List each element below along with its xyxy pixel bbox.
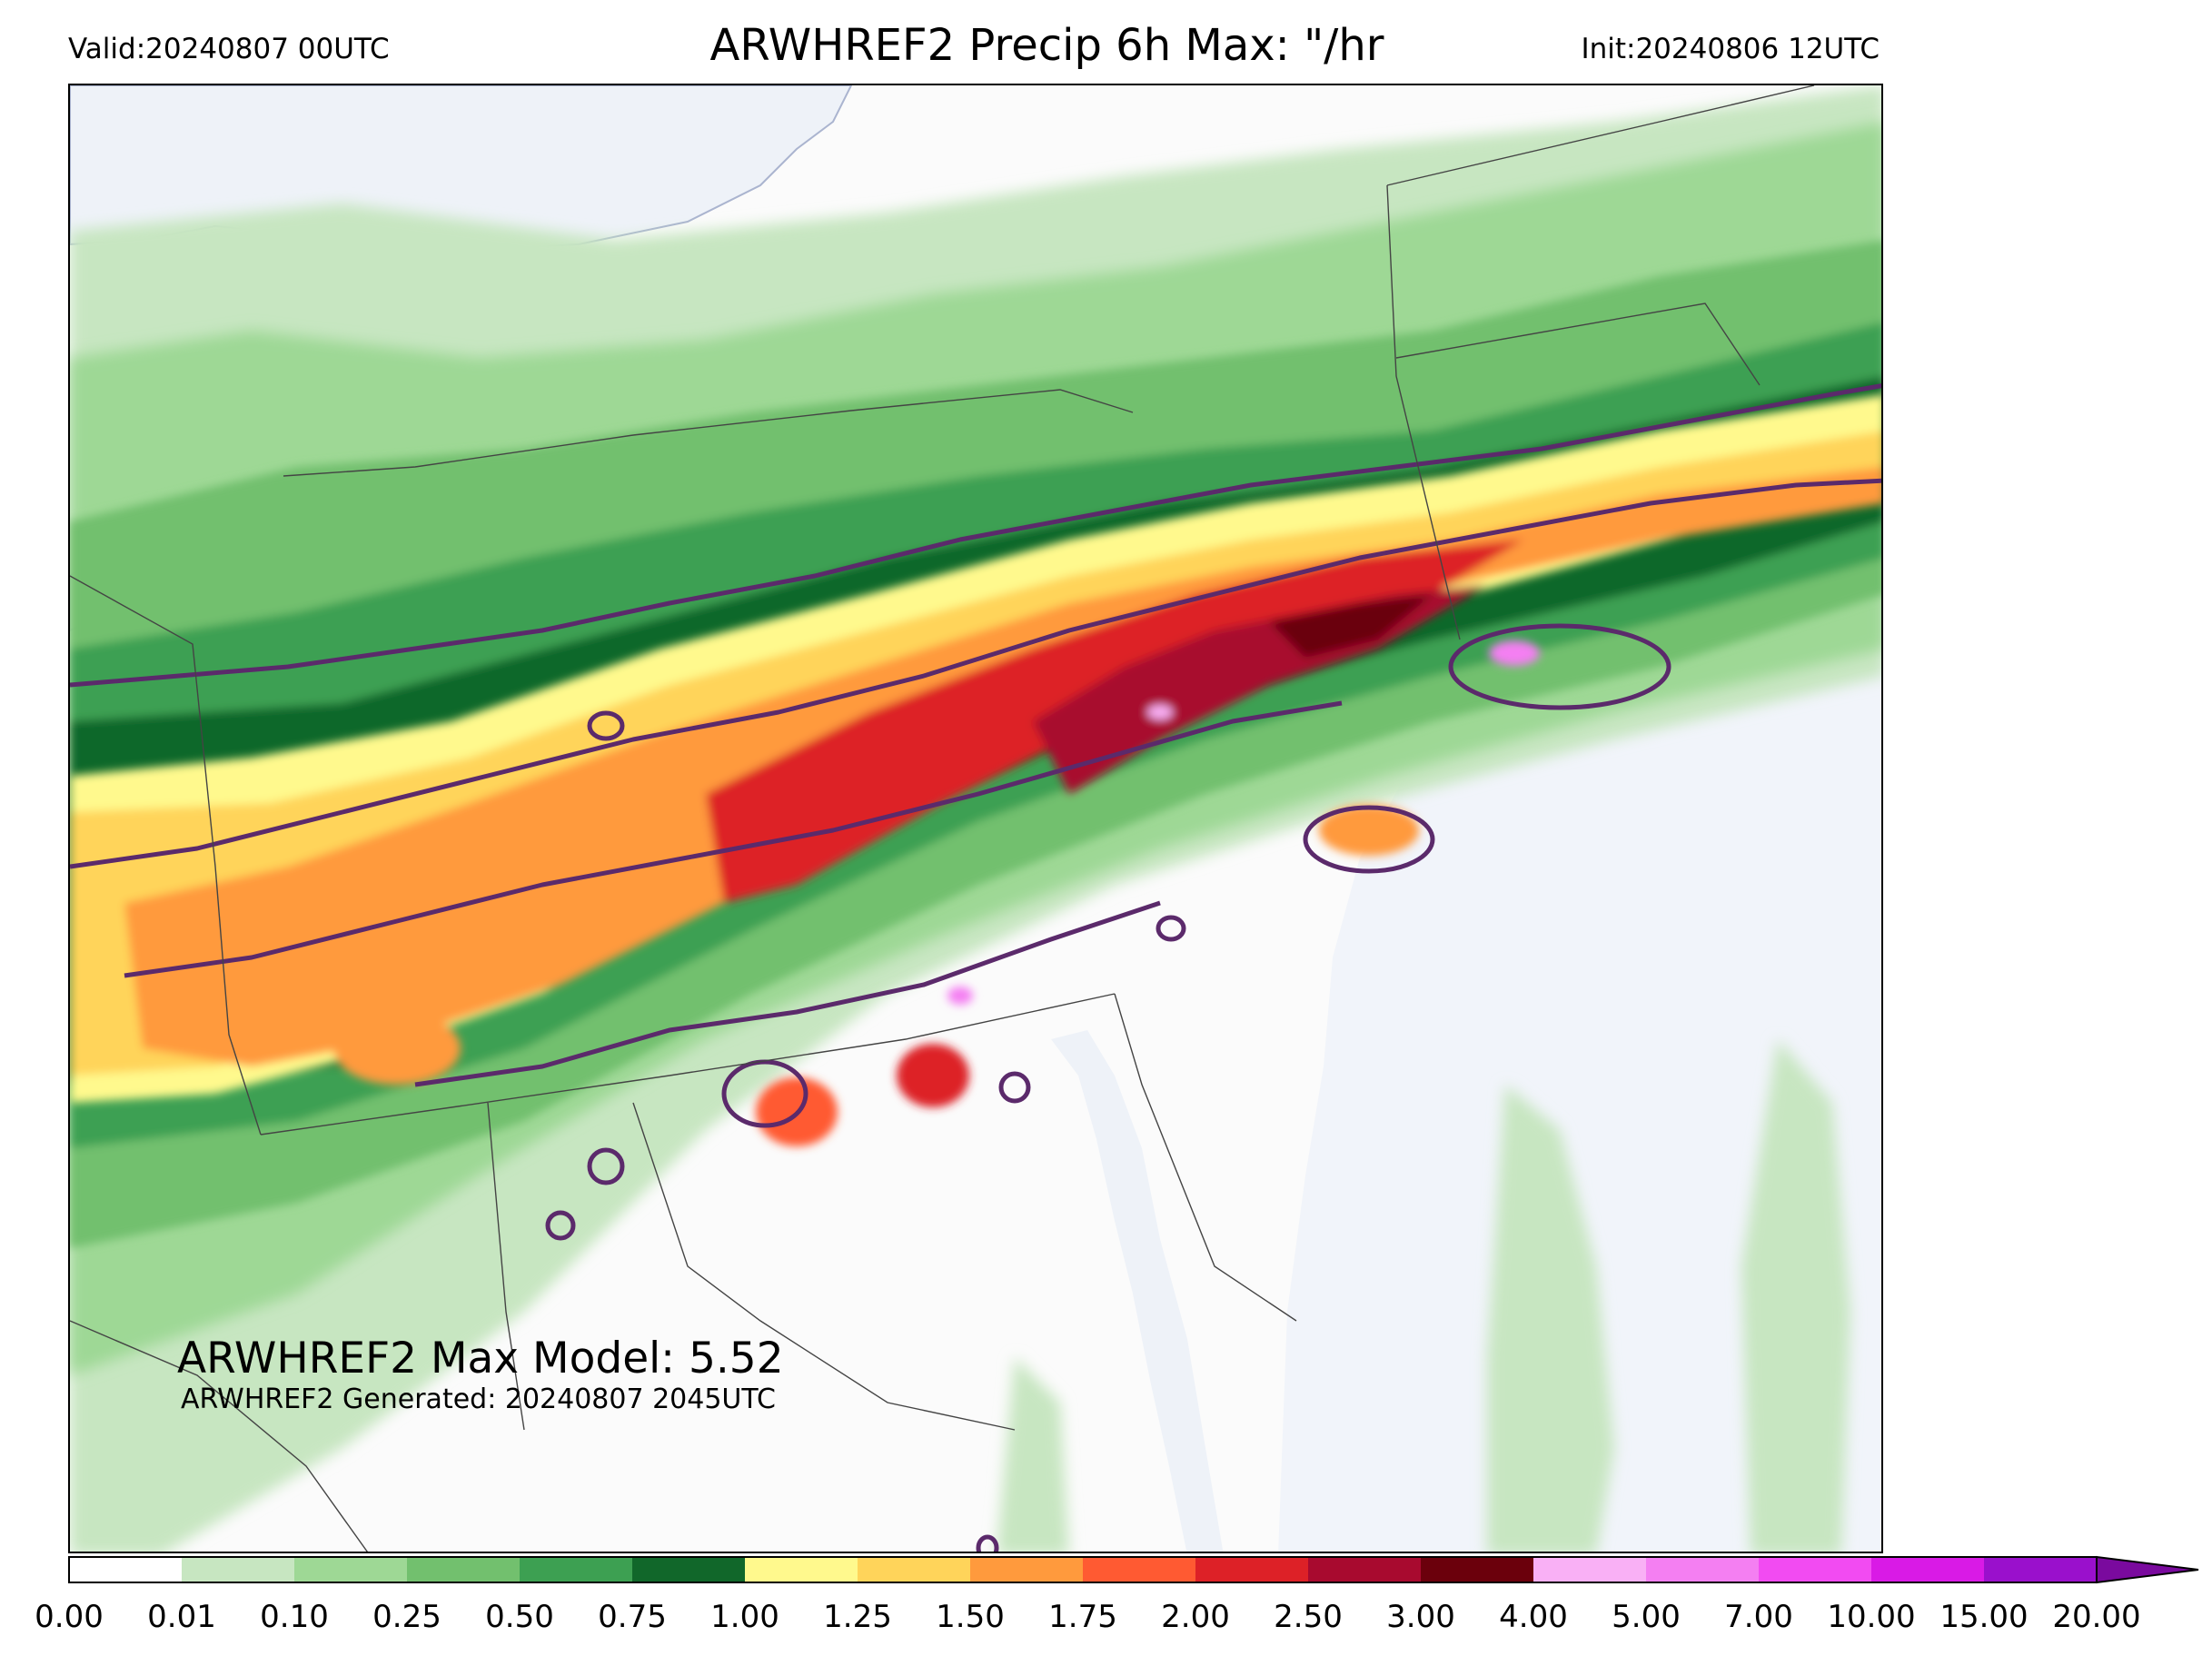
colorbar-segment — [182, 1557, 294, 1582]
colorbar-extend-arrow — [2096, 1555, 2199, 1584]
colorbar-segment — [1083, 1557, 1195, 1582]
colorbar-segment — [407, 1557, 520, 1582]
colorbar-tick-label: 0.75 — [598, 1599, 667, 1635]
colorbar-tick-label: 3.00 — [1386, 1599, 1455, 1635]
colorbar-tick-label: 10.00 — [1827, 1599, 1916, 1635]
colorbar-tick-label: 1.50 — [936, 1599, 1005, 1635]
state-boundaries — [70, 85, 1815, 1552]
chart-title: ARWHREF2 Precip 6h Max: "/hr — [0, 20, 2212, 71]
colorbar-tick-label: 2.00 — [1161, 1599, 1230, 1635]
colorbar-segment — [1421, 1557, 1533, 1582]
precip-shading — [70, 85, 1881, 1552]
colorbar-tick-label: 5.00 — [1612, 1599, 1681, 1635]
map-canvas — [70, 85, 1881, 1552]
colorbar-segment — [632, 1557, 745, 1582]
colorbar-segment — [1646, 1557, 1759, 1582]
colorbar — [68, 1555, 2199, 1584]
colorbar-tick-label: 1.00 — [710, 1599, 779, 1635]
colorbar-segment — [294, 1557, 407, 1582]
colorbar-tick-label: 0.01 — [147, 1599, 216, 1635]
colorbar-tick-label: 2.50 — [1274, 1599, 1343, 1635]
contours — [70, 383, 1881, 1552]
colorbar-tick-label: 7.00 — [1724, 1599, 1793, 1635]
colorbar-tick-label: 0.10 — [260, 1599, 329, 1635]
colorbar-outline — [68, 1556, 2098, 1583]
colorbar-tick-label: 20.00 — [2052, 1599, 2141, 1635]
colorbar-segment — [1759, 1557, 1871, 1582]
colorbar-segment — [1308, 1557, 1421, 1582]
colorbar-tick-label: 15.00 — [1939, 1599, 2028, 1635]
colorbar-segment — [858, 1557, 970, 1582]
colorbar-segment — [1984, 1557, 2097, 1582]
generated-annotation: ARWHREF2 Generated: 20240807 2045UTC — [181, 1383, 776, 1415]
chart-title-text: ARWHREF2 Precip 6h Max: "/hr — [709, 20, 1384, 71]
colorbar-tick-label: 1.25 — [823, 1599, 892, 1635]
colorbar-tick-label: 0.00 — [35, 1599, 104, 1635]
colorbar-segment — [745, 1557, 858, 1582]
valid-time-label: Valid:20240807 00UTC — [68, 33, 390, 65]
precip-map — [68, 84, 1883, 1553]
colorbar-segment — [520, 1557, 632, 1582]
colorbar-tick-label: 4.00 — [1499, 1599, 1568, 1635]
colorbar-segment — [1533, 1557, 1646, 1582]
colorbar-tick-label: 0.50 — [485, 1599, 554, 1635]
colorbar-segment — [970, 1557, 1083, 1582]
colorbar-tick-label: 1.75 — [1048, 1599, 1117, 1635]
colorbar-labels: 0.00 0.01 0.10 0.25 0.50 0.75 1.00 1.25 1.50 1.75… — [0, 1599, 2212, 1644]
colorbar-segment — [1195, 1557, 1308, 1582]
init-time-label: Init:20240806 12UTC — [1581, 33, 1880, 65]
chesapeake-bay — [1051, 1030, 1224, 1552]
colorbar-segment — [69, 1557, 182, 1582]
max-model-annotation: ARWHREF2 Max Model: 5.52 — [177, 1334, 784, 1383]
colorbar-tick-label: 0.25 — [372, 1599, 441, 1635]
colorbar-segment — [1871, 1557, 1984, 1582]
